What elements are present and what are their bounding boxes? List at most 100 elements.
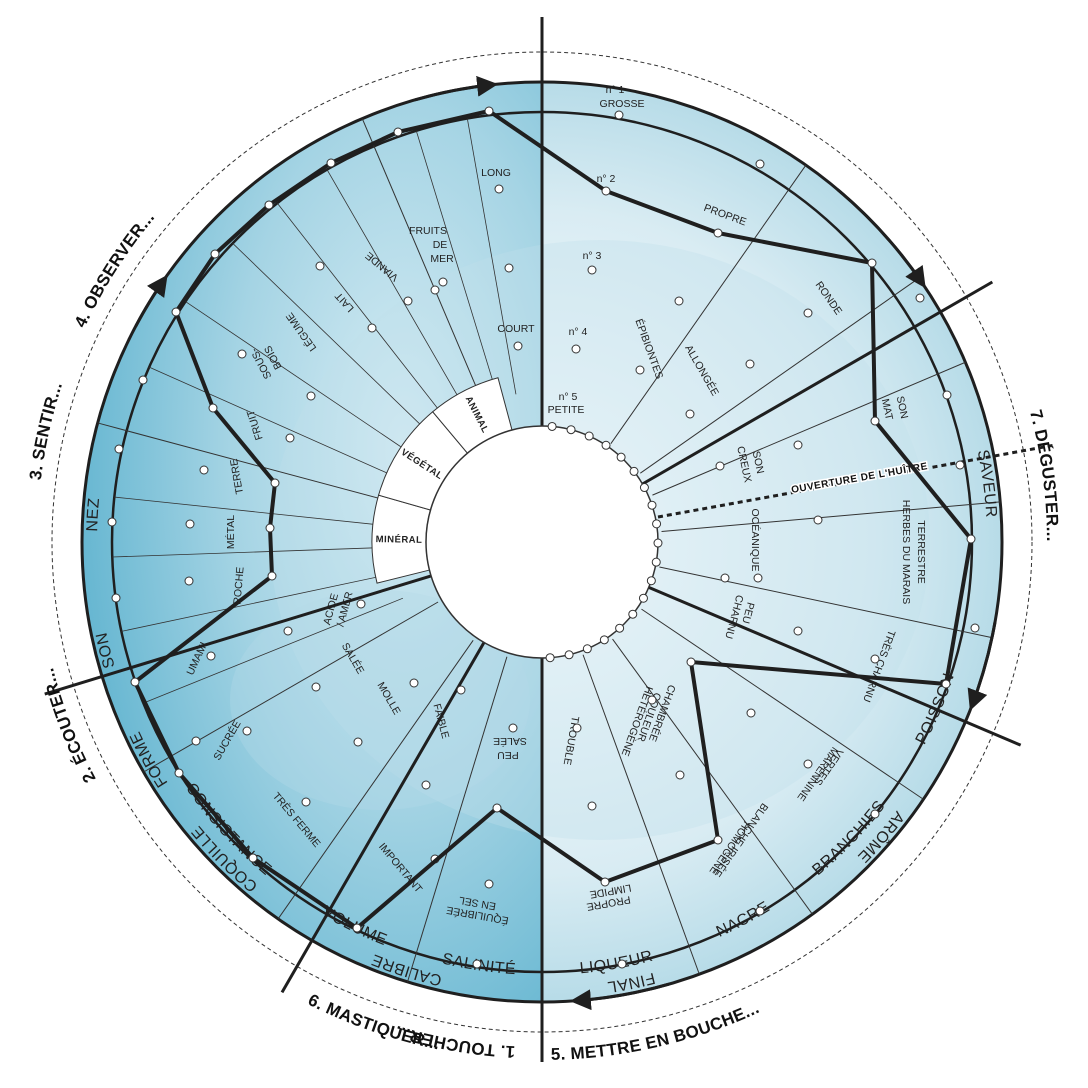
dot[interactable] (755, 159, 765, 169)
dot[interactable] (513, 341, 523, 351)
dot[interactable] (421, 780, 431, 790)
dot[interactable] (571, 344, 581, 354)
label-roche: ROCHE (231, 566, 246, 605)
criterion-divider (149, 366, 406, 482)
dot[interactable] (242, 726, 252, 736)
dot[interactable] (746, 708, 756, 718)
dot[interactable] (803, 308, 813, 318)
profile-point (686, 657, 696, 667)
dot[interactable] (504, 263, 514, 273)
category-divider (612, 638, 813, 915)
dot[interactable] (353, 737, 363, 747)
hub-dots (545, 421, 663, 663)
dot[interactable] (587, 801, 597, 811)
step-bouche: 5. METTRE EN BOUCHE... (551, 998, 762, 1064)
dot[interactable] (403, 296, 413, 306)
outer-dashed-ring (51, 51, 1033, 1033)
dot[interactable] (438, 277, 448, 287)
profile-point (208, 403, 218, 413)
dot[interactable] (674, 296, 684, 306)
dot[interactable] (484, 879, 494, 889)
profile-point (326, 158, 336, 168)
dot[interactable] (356, 599, 366, 609)
dot[interactable] (617, 959, 627, 969)
step-ecouter: 2. ÉCOUTER... (38, 666, 99, 786)
profile-point (248, 853, 258, 863)
dot[interactable] (114, 444, 124, 454)
dot[interactable] (191, 736, 201, 746)
dot[interactable] (647, 695, 657, 705)
hub-dot (651, 557, 661, 567)
dot[interactable] (715, 461, 725, 471)
profile-point (966, 534, 976, 544)
dot[interactable] (430, 285, 440, 295)
dot[interactable] (793, 626, 803, 636)
dot[interactable] (813, 515, 823, 525)
dot[interactable] (311, 682, 321, 692)
dot[interactable] (753, 573, 763, 583)
arrow (967, 621, 997, 711)
label-son-creux-1: SON (750, 450, 766, 475)
dot[interactable] (138, 375, 148, 385)
label-peu: PEU (739, 601, 756, 625)
dot[interactable] (237, 349, 247, 359)
profile-points (130, 106, 976, 933)
profile-point (174, 768, 184, 778)
dot[interactable] (870, 809, 880, 819)
criterion-divider (232, 243, 435, 439)
dot[interactable] (803, 759, 813, 769)
dot[interactable] (206, 651, 216, 661)
dot[interactable] (572, 723, 582, 733)
dot[interactable] (587, 265, 597, 275)
dot[interactable] (315, 261, 325, 271)
label-peu-salee-2: SALÉE (493, 735, 527, 748)
category-divider (582, 654, 700, 975)
criterion-divider (112, 546, 393, 558)
dot[interactable] (185, 519, 195, 529)
dot[interactable] (745, 359, 755, 369)
category-divider (407, 656, 508, 983)
profile-point (130, 677, 140, 687)
dot[interactable] (970, 623, 980, 633)
dot[interactable] (942, 390, 952, 400)
dot[interactable] (915, 293, 925, 303)
label-de: DE (433, 239, 448, 251)
dot[interactable] (675, 770, 685, 780)
dot[interactable] (184, 576, 194, 586)
criterion-divider (121, 572, 396, 632)
dot[interactable] (199, 465, 209, 475)
dot[interactable] (367, 323, 377, 333)
hub-dot (615, 623, 625, 633)
dot[interactable] (508, 723, 518, 733)
dot[interactable] (635, 365, 645, 375)
dot[interactable] (409, 678, 419, 688)
dot[interactable] (793, 440, 803, 450)
dot[interactable] (494, 184, 504, 194)
dot[interactable] (614, 110, 624, 120)
dot[interactable] (870, 654, 880, 664)
hub-dot (616, 452, 626, 462)
hub-dot (564, 650, 574, 660)
dot[interactable] (456, 685, 466, 695)
dot[interactable] (306, 391, 316, 401)
profile-point (270, 478, 280, 488)
dot[interactable] (685, 409, 695, 419)
dot[interactable] (955, 460, 965, 470)
dot[interactable] (107, 517, 117, 527)
dot[interactable] (283, 626, 293, 636)
dot[interactable] (285, 433, 295, 443)
hub-dot (639, 483, 649, 493)
label-oceanique: OCÉANIQUE (749, 508, 762, 571)
criterion-divider (276, 202, 450, 425)
profile-point (867, 258, 877, 268)
dot[interactable] (111, 593, 121, 603)
dot[interactable] (720, 573, 730, 583)
dot[interactable] (301, 797, 311, 807)
dot[interactable] (755, 906, 765, 916)
hub-dot (628, 609, 638, 619)
profile-point (352, 923, 362, 933)
dot[interactable] (472, 959, 482, 969)
category-divider (641, 608, 924, 800)
hub-dot (652, 519, 662, 529)
